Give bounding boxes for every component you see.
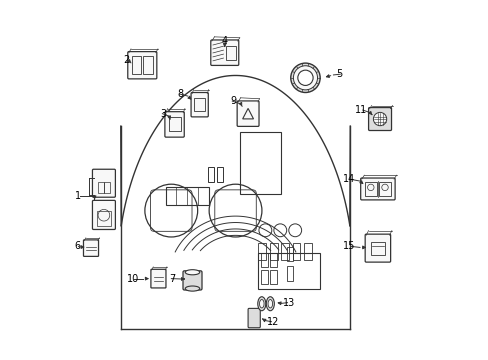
Text: 5: 5	[335, 69, 342, 79]
Circle shape	[293, 66, 317, 90]
Circle shape	[373, 112, 386, 126]
FancyBboxPatch shape	[365, 234, 390, 262]
Text: 11: 11	[354, 105, 366, 115]
FancyBboxPatch shape	[151, 269, 165, 288]
Ellipse shape	[257, 297, 265, 311]
Ellipse shape	[185, 286, 200, 291]
Bar	[143, 57, 153, 74]
Bar	[378, 182, 390, 196]
FancyBboxPatch shape	[210, 40, 238, 66]
Bar	[269, 243, 277, 260]
Bar	[97, 211, 111, 226]
Bar	[217, 167, 223, 183]
FancyBboxPatch shape	[83, 240, 99, 256]
Text: 9: 9	[230, 96, 236, 106]
FancyBboxPatch shape	[127, 51, 157, 79]
Bar	[281, 243, 288, 260]
Bar	[194, 98, 204, 111]
Bar	[207, 167, 213, 183]
Bar	[98, 182, 104, 193]
FancyBboxPatch shape	[360, 178, 394, 200]
Text: 7: 7	[169, 274, 175, 284]
FancyBboxPatch shape	[92, 201, 115, 229]
Text: 13: 13	[283, 298, 295, 308]
Ellipse shape	[259, 300, 264, 308]
Bar	[269, 253, 276, 267]
FancyBboxPatch shape	[164, 112, 184, 137]
Bar	[104, 182, 110, 193]
Bar	[292, 243, 300, 260]
Bar	[165, 187, 209, 205]
Text: 14: 14	[342, 174, 354, 184]
FancyBboxPatch shape	[368, 108, 391, 131]
Text: 15: 15	[342, 241, 354, 251]
Circle shape	[290, 63, 320, 93]
Text: 6: 6	[74, 241, 80, 251]
FancyBboxPatch shape	[237, 101, 259, 126]
Text: 3: 3	[160, 109, 166, 119]
FancyBboxPatch shape	[183, 271, 202, 290]
Bar	[131, 57, 141, 74]
Text: 8: 8	[177, 89, 183, 99]
Bar	[258, 243, 265, 260]
Bar	[269, 270, 276, 284]
Bar	[225, 46, 235, 60]
Bar	[304, 243, 311, 260]
Text: 4: 4	[221, 36, 227, 46]
Ellipse shape	[185, 270, 200, 275]
FancyBboxPatch shape	[247, 309, 260, 328]
Bar	[240, 132, 281, 194]
FancyBboxPatch shape	[92, 169, 115, 197]
Bar	[286, 247, 292, 261]
FancyBboxPatch shape	[191, 93, 208, 117]
Circle shape	[297, 70, 312, 85]
Bar	[286, 266, 292, 281]
Bar	[260, 270, 267, 284]
Ellipse shape	[267, 300, 272, 308]
Text: 2: 2	[123, 55, 130, 65]
Text: 12: 12	[266, 317, 279, 327]
Bar	[168, 117, 180, 131]
Text: 1: 1	[75, 191, 81, 201]
Bar	[370, 242, 384, 255]
Bar	[364, 182, 376, 196]
Text: 10: 10	[126, 274, 139, 284]
Bar	[258, 253, 320, 289]
Bar	[260, 253, 267, 267]
Ellipse shape	[266, 297, 274, 311]
